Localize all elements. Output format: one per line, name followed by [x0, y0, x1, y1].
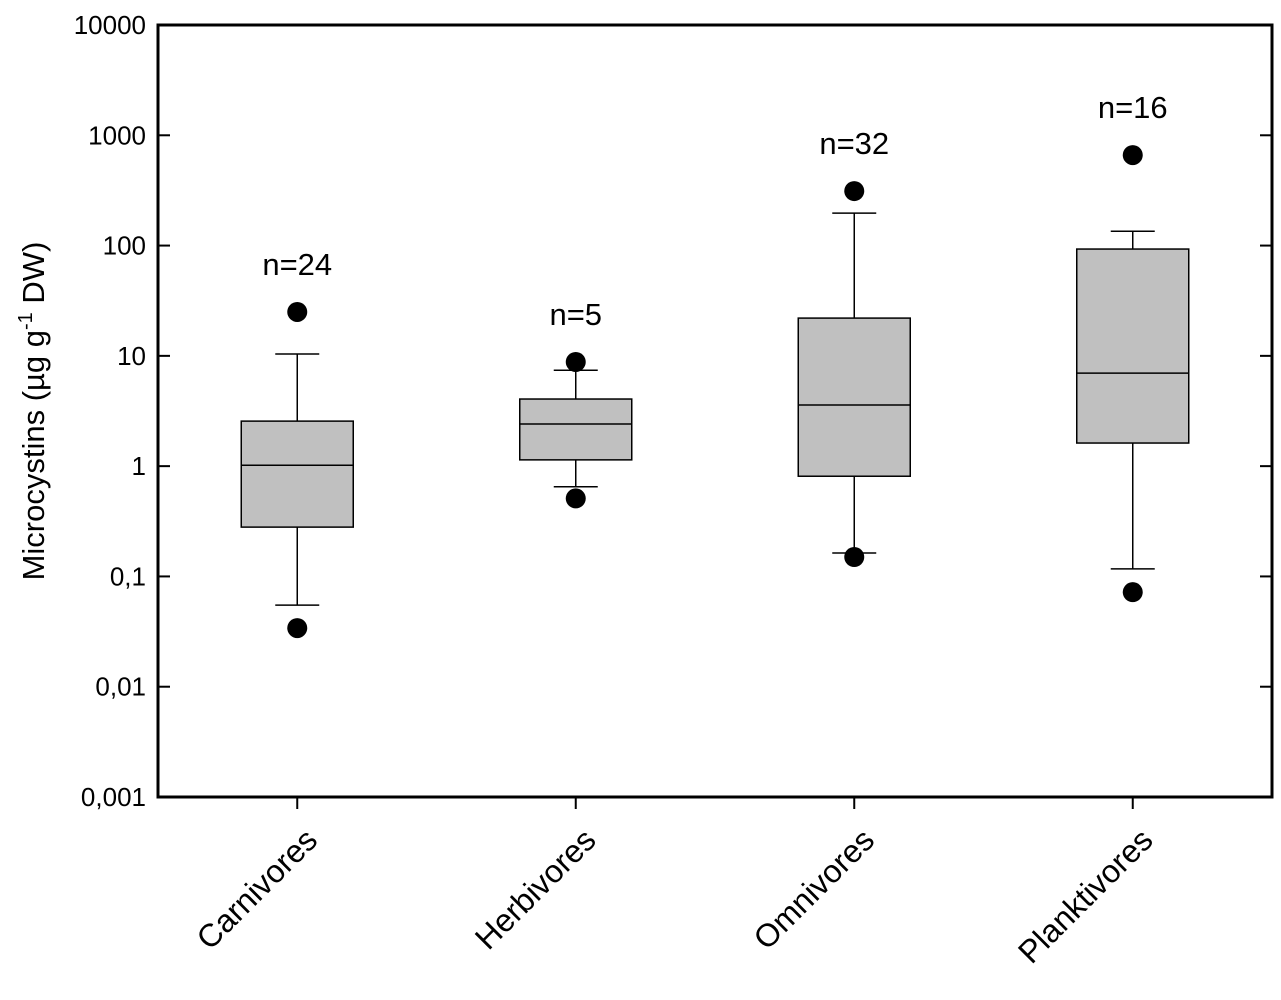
y-label-text: DW)	[16, 242, 51, 313]
outlier	[287, 618, 308, 639]
n-label: n=32	[819, 126, 889, 161]
box	[519, 398, 633, 461]
plot-frame	[156, 23, 1274, 799]
y-tick-label: 0,001	[81, 782, 146, 812]
box	[1076, 248, 1190, 444]
n-label: n=16	[1098, 90, 1168, 125]
outlier	[565, 351, 586, 372]
x-tick-label: Carnivores	[189, 821, 324, 956]
y-tick-label: 1	[132, 451, 146, 481]
x-tick-label: Herbivores	[468, 821, 603, 956]
x-tick-label: Planktivores	[1011, 821, 1160, 970]
y-tick-label: 100	[103, 231, 146, 261]
y-tick-label: 1000	[88, 120, 146, 150]
y-tick-label: 0,01	[95, 672, 146, 702]
y-label-sup: -1	[15, 312, 37, 330]
y-axis-label: Microcystins (µg g-1 DW)	[15, 242, 51, 581]
y-tick-label: 0,1	[110, 561, 146, 591]
x-tick-label: Omnivores	[746, 821, 881, 956]
y-tick-label: 10	[117, 341, 146, 371]
box	[240, 420, 354, 528]
outlier	[844, 547, 865, 568]
n-label: n=24	[262, 247, 332, 282]
box	[797, 317, 911, 477]
outlier	[565, 488, 586, 509]
n-label: n=5	[549, 297, 602, 332]
outlier	[844, 181, 865, 202]
outlier	[1122, 582, 1143, 603]
outlier	[1122, 145, 1143, 166]
y-label-text: Microcystins (µg g	[16, 330, 51, 580]
y-tick-label: 10000	[74, 10, 146, 40]
outlier	[287, 301, 308, 322]
